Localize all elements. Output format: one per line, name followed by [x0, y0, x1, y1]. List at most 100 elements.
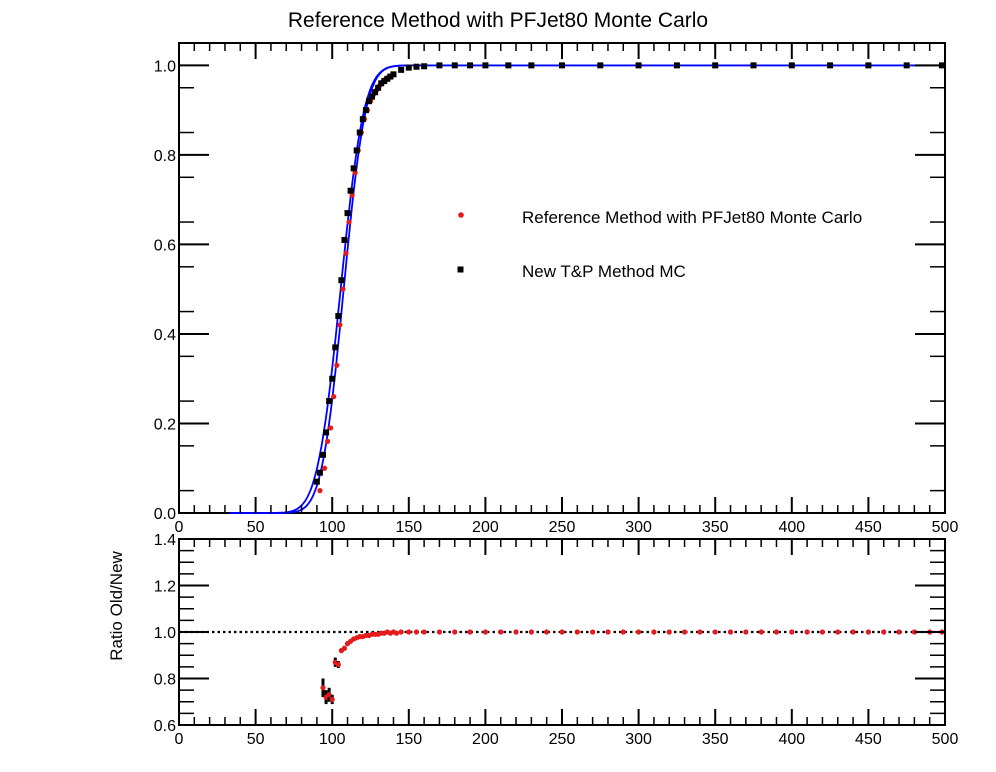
new-method-point	[387, 73, 394, 80]
ratio-point	[482, 629, 488, 635]
eff-x-tick-label: 250	[549, 519, 576, 536]
legend-new-label: New T&P Method MC	[522, 262, 686, 281]
eff-y-tick-label: 1.0	[154, 58, 176, 75]
new-method-point	[378, 80, 385, 87]
new-method-point	[350, 165, 357, 172]
ratio-point	[911, 629, 917, 635]
ratio-point	[335, 661, 341, 668]
new-method-point	[788, 62, 795, 69]
new-method-point	[362, 107, 369, 114]
ratio-x-tick-label: 350	[702, 731, 729, 748]
reference-method-point	[334, 362, 340, 368]
eff-x-tick-label: 100	[319, 519, 346, 536]
new-method-point	[673, 62, 680, 69]
new-method-point	[436, 62, 443, 69]
ratio-point	[398, 629, 404, 635]
new-method-point	[482, 62, 489, 69]
new-method-point	[375, 84, 382, 91]
eff-x-tick-label: 50	[247, 519, 265, 536]
new-method-point	[827, 62, 834, 69]
eff-x-tick-label: 500	[932, 519, 959, 536]
new-method-point	[505, 62, 512, 69]
new-method-point	[369, 93, 376, 100]
legend: Reference Method with PFJet80 Monte Carl…	[457, 208, 862, 281]
ratio-point	[421, 629, 427, 635]
new-method-point	[635, 62, 642, 69]
new-method-point	[372, 89, 379, 96]
eff-y-tick-label: 0.4	[154, 327, 176, 344]
eff-y-tick-label: 0.0	[154, 506, 176, 523]
ratio-y-tick-label: 0.6	[154, 718, 176, 735]
new-method-point	[903, 62, 910, 69]
ratio-point	[574, 629, 580, 635]
ratio-point	[452, 629, 458, 635]
new-method-point	[359, 116, 366, 123]
ratio-x-tick-label: 200	[472, 731, 499, 748]
new-method-point	[344, 210, 351, 217]
ratio-point	[712, 629, 718, 635]
new-method-point	[353, 147, 360, 154]
ratio-y-tick-label: 1.2	[154, 579, 176, 596]
ratio-x-tick-label: 50	[247, 731, 265, 748]
ratio-points	[320, 629, 945, 705]
eff-x-tick-label: 450	[855, 519, 882, 536]
new-method-point	[384, 75, 391, 82]
ratio-y-axis-label: Ratio Old/New	[107, 550, 126, 660]
reference-method-point	[328, 425, 334, 431]
ratio-point	[850, 629, 856, 635]
new-method-point	[365, 98, 372, 105]
ratio-point	[773, 629, 780, 635]
ratio-point	[896, 629, 902, 635]
new-method-point	[320, 451, 327, 458]
reference-method-point	[325, 438, 331, 444]
new-method-point	[390, 71, 397, 78]
ratio-point	[666, 629, 672, 635]
reference-method-point	[321, 465, 328, 471]
eff-y-tick-label: 0.8	[154, 148, 176, 165]
new-method-point	[335, 313, 342, 320]
eff-x-tick-label: 350	[702, 519, 729, 536]
new-method-point	[712, 62, 719, 69]
ratio-point	[393, 630, 400, 636]
new-method-point	[528, 62, 535, 69]
new-method-point	[398, 66, 405, 73]
new-method-point	[865, 62, 872, 69]
eff-x-tick-label: 200	[472, 519, 499, 536]
ratio-x-tick-label: 450	[855, 731, 882, 748]
ratio-x-tick-label: 100	[319, 731, 346, 748]
new-method-point	[313, 478, 320, 485]
new-method-point	[341, 236, 348, 243]
new-method-point	[323, 429, 330, 436]
ratio-point	[758, 629, 764, 635]
ratio-point	[697, 629, 703, 635]
ratio-axis-ticks: 0 50 100 150 200 250 300 350 400 450 500 0.6 0.8 1.0 1…	[154, 532, 959, 748]
ratio-x-tick-label: 0	[175, 731, 184, 748]
ratio-point	[819, 629, 826, 635]
new-method-point	[338, 277, 345, 284]
ratio-point	[865, 629, 872, 635]
new-method-point	[356, 129, 363, 136]
ratio-point	[835, 629, 841, 635]
ratio-point	[467, 629, 473, 635]
reference-method-point	[317, 488, 323, 494]
ratio-point	[406, 629, 412, 635]
efficiency-panel: 0 50 100 150 200 250 300 350 400 450 500 0.0 0.2 0.4 0…	[154, 42, 959, 536]
ratio-point	[620, 629, 626, 635]
new-method-point	[316, 469, 323, 476]
reference-method-point	[352, 170, 358, 176]
ratio-panel: 0 50 100 150 200 250 300 350 400 450 500 0.6 0.8 1.0 1…	[107, 532, 958, 748]
ratio-x-tick-label: 250	[549, 731, 576, 748]
ratio-x-tick-label: 400	[778, 731, 805, 748]
ratio-point	[329, 696, 335, 703]
new-method-point	[413, 63, 420, 70]
ratio-y-tick-label: 1.4	[154, 532, 176, 549]
eff-x-tick-label: 150	[395, 519, 422, 536]
new-method-point	[597, 62, 604, 69]
ratio-point	[727, 629, 734, 635]
reference-method-point	[340, 286, 346, 292]
ratio-point	[544, 629, 550, 635]
fit-curve-0	[229, 64, 945, 514]
legend-reference-label: Reference Method with PFJet80 Monte Carl…	[522, 208, 862, 227]
new-method-point	[467, 62, 474, 69]
